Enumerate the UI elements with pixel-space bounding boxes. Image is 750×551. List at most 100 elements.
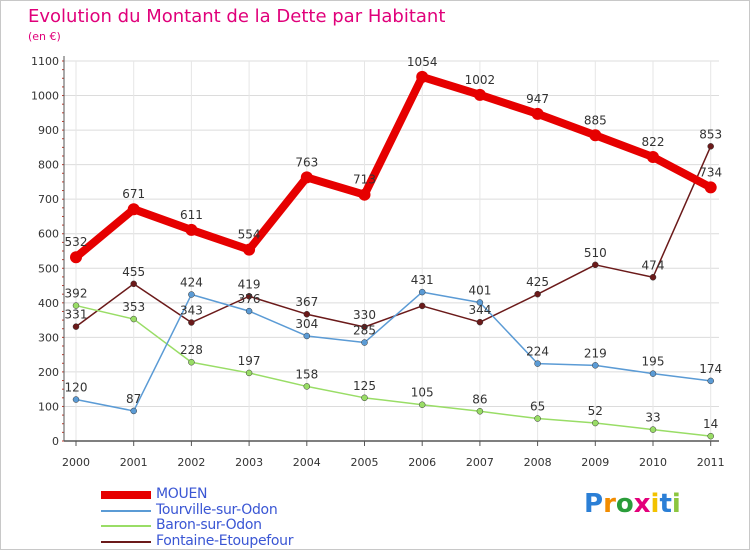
- logo-letter: i: [671, 489, 681, 519]
- data-label: 14: [703, 417, 718, 431]
- data-label: 401: [468, 283, 491, 297]
- y-tick-label: 400: [38, 297, 59, 310]
- data-point: [649, 274, 657, 281]
- y-tick-label: 300: [38, 331, 59, 344]
- logo-letter: x: [633, 489, 651, 519]
- data-label: 532: [65, 235, 88, 249]
- data-point: [534, 360, 541, 367]
- data-point: [531, 107, 544, 120]
- data-label: 174: [699, 362, 722, 376]
- data-point: [188, 358, 195, 366]
- data-label: 228: [180, 343, 203, 357]
- data-point: [188, 291, 195, 298]
- data-label: 885: [584, 113, 607, 127]
- y-tick-label: 600: [38, 228, 59, 241]
- data-point: [130, 315, 137, 323]
- data-label: 1054: [407, 55, 438, 69]
- data-label: 219: [584, 346, 607, 360]
- data-label: 285: [353, 324, 376, 338]
- data-point: [188, 319, 195, 326]
- data-label: 224: [526, 345, 549, 359]
- logo-letter: o: [615, 489, 634, 519]
- data-label: 510: [584, 246, 607, 260]
- y-tick-label: 1100: [31, 55, 59, 68]
- data-point: [534, 290, 541, 298]
- data-label: 86: [472, 392, 487, 406]
- data-point: [300, 171, 313, 184]
- x-tick-label: 2008: [524, 456, 552, 469]
- series-lines: [70, 70, 717, 440]
- data-point: [70, 251, 82, 264]
- data-label: 158: [295, 367, 318, 381]
- data-label: 611: [180, 208, 203, 222]
- y-tick-label: 700: [38, 193, 59, 206]
- data-point: [303, 332, 311, 340]
- x-tick-label: 2002: [177, 456, 205, 469]
- data-label: 425: [526, 275, 549, 289]
- data-label: 947: [526, 92, 549, 106]
- x-tick-label: 2010: [639, 456, 667, 469]
- data-point: [243, 243, 256, 256]
- logo-letter: i: [650, 489, 660, 519]
- data-label: 763: [295, 155, 318, 169]
- y-tick-label: 800: [38, 159, 59, 172]
- data-label: 195: [642, 355, 665, 369]
- data-point: [473, 88, 486, 101]
- data-point: [592, 419, 599, 427]
- y-tick-label: 100: [38, 400, 59, 413]
- data-labels: 331 455 343 419 367 330 344 425 510 474 853 392 353 2…: [65, 55, 723, 431]
- data-label: 331: [65, 308, 88, 322]
- data-point: [361, 394, 368, 402]
- data-point: [707, 432, 714, 440]
- data-label: 105: [411, 386, 434, 400]
- data-label: 344: [468, 303, 491, 317]
- y-tick-label: 900: [38, 124, 59, 137]
- data-point: [72, 396, 80, 403]
- data-point: [72, 302, 80, 309]
- data-label: 1002: [465, 73, 496, 87]
- data-label: 33: [645, 411, 660, 425]
- data-label: 392: [65, 287, 88, 301]
- legend-swatch: [101, 525, 151, 527]
- data-label: 304: [295, 317, 318, 331]
- data-point: [245, 307, 253, 315]
- legend-label: MOUEN: [156, 486, 208, 502]
- series-line: [72, 72, 715, 262]
- chart-title: Evolution du Montant de la Dette par Hab…: [28, 6, 446, 27]
- data-label: 431: [411, 273, 434, 287]
- data-label: 367: [295, 295, 318, 309]
- x-tick-label: 2007: [466, 456, 494, 469]
- data-point: [361, 323, 368, 331]
- data-point: [589, 129, 602, 142]
- data-point: [303, 383, 311, 390]
- data-point: [592, 362, 599, 369]
- data-label: 197: [238, 354, 261, 368]
- y-tick-label: 1000: [31, 90, 59, 103]
- x-tick-label: 2000: [62, 456, 90, 469]
- data-label: 65: [530, 400, 545, 414]
- data-point: [707, 377, 714, 385]
- data-point: [649, 370, 657, 377]
- data-point: [416, 70, 429, 83]
- data-point: [476, 408, 484, 415]
- y-tick-label: 200: [38, 366, 59, 379]
- data-label: 554: [238, 228, 261, 242]
- logo-letter: t: [659, 489, 672, 519]
- data-label: 125: [353, 379, 376, 393]
- legend-swatch: [101, 540, 151, 543]
- series-line: [75, 291, 712, 412]
- legend-label: Tourville-sur-Odon: [156, 501, 278, 518]
- data-label: 822: [642, 135, 665, 149]
- data-label: 52: [588, 404, 603, 418]
- data-point: [185, 223, 198, 236]
- data-point: [130, 407, 137, 415]
- data-point: [704, 181, 717, 194]
- grid: [64, 60, 719, 441]
- axes: 0 100 200 300 400 500 600 700 800 900 1000 1100 2000…: [31, 55, 725, 469]
- x-tick-label: 2009: [581, 456, 609, 469]
- series-line: [75, 145, 712, 328]
- data-point: [534, 415, 541, 422]
- x-tick-label: 2005: [351, 456, 379, 469]
